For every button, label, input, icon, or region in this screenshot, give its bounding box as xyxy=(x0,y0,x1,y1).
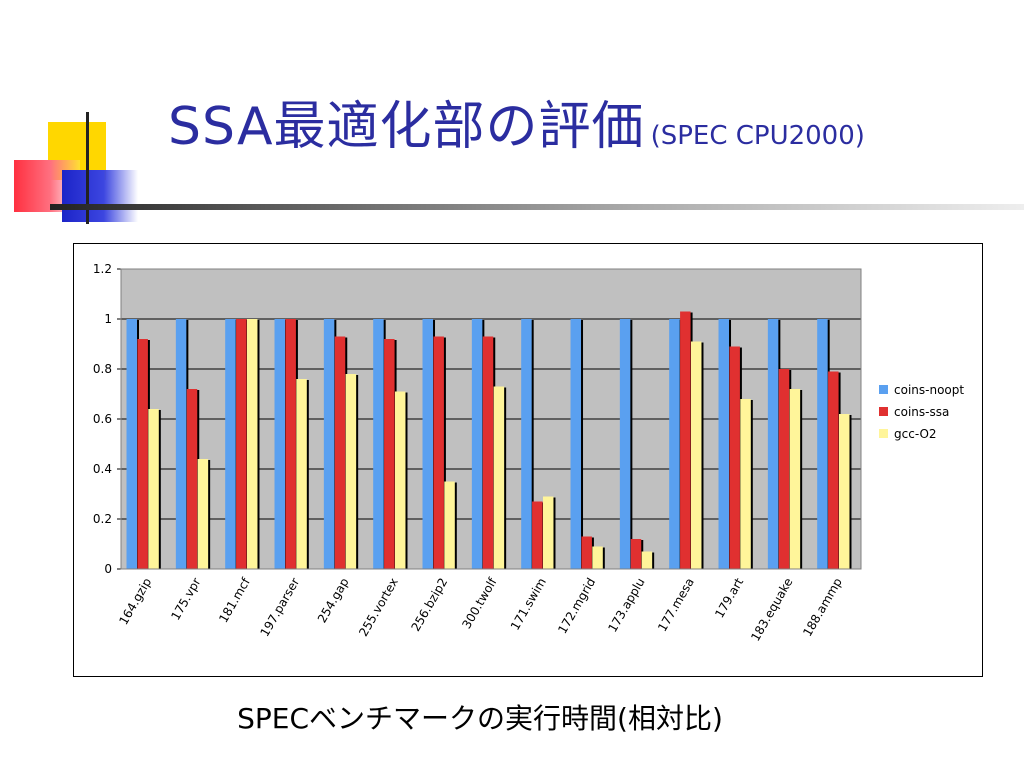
bar-coins-ssa xyxy=(828,371,839,569)
legend-swatch-coins-ssa xyxy=(879,407,888,416)
bar-gcc-O2 xyxy=(444,481,455,569)
legend-swatch-coins-noopt xyxy=(879,385,888,394)
bar-gcc-O2 xyxy=(592,546,603,569)
bar-coins-ssa xyxy=(778,369,790,569)
bar-coins-noopt xyxy=(126,319,138,569)
bar-coins-noopt xyxy=(274,319,286,569)
bar-coins-noopt xyxy=(175,319,187,569)
bar-coins-noopt xyxy=(373,319,384,569)
bar-gcc-O2 xyxy=(838,414,850,569)
bar-coins-ssa xyxy=(433,336,444,569)
x-tick-label: 188.ammp xyxy=(800,576,845,639)
slide-title: SSA最適化部の評価 (SPEC CPU2000) xyxy=(168,84,865,159)
x-tick-label: 172.mgrid xyxy=(555,576,598,637)
bar-coins-ssa xyxy=(236,319,247,569)
bar-coins-noopt xyxy=(669,319,680,569)
bar-gcc-O2 xyxy=(296,379,307,569)
bar-gcc-O2 xyxy=(345,374,357,569)
legend-label-coins-ssa: coins-ssa xyxy=(894,405,949,419)
bar-gcc-O2 xyxy=(148,409,159,569)
bar-coins-ssa xyxy=(482,336,494,569)
bar-gcc-O2 xyxy=(197,459,209,569)
bar-gcc-O2 xyxy=(246,319,258,569)
bar-coins-ssa xyxy=(334,336,346,569)
bar-coins-noopt xyxy=(225,319,236,569)
y-tick-label: 0.8 xyxy=(93,362,112,376)
bar-coins-ssa xyxy=(630,539,642,569)
x-tick-label: 254.gap xyxy=(315,576,352,626)
bar-coins-noopt xyxy=(718,319,730,569)
x-tick-label: 175.vpr xyxy=(168,575,203,622)
x-tick-label: 197.parser xyxy=(258,575,303,639)
y-tick-label: 0.2 xyxy=(93,512,112,526)
bar-gcc-O2 xyxy=(542,496,554,569)
x-tick-label: 300.twolf xyxy=(459,575,500,631)
bar-coins-noopt xyxy=(323,319,335,569)
bar-gcc-O2 xyxy=(740,399,751,569)
bar-coins-ssa xyxy=(581,536,592,569)
bar-coins-noopt xyxy=(767,319,779,569)
bar-coins-ssa xyxy=(285,319,296,569)
legend-label-coins-noopt: coins-noopt xyxy=(894,383,964,397)
legend-swatch-gcc-O2 xyxy=(879,429,888,438)
x-tick-label: 179.art xyxy=(712,575,746,620)
decor-vertical-line xyxy=(86,112,89,224)
y-tick-label: 1.2 xyxy=(93,262,112,276)
x-tick-label: 171.swim xyxy=(508,576,549,633)
y-tick-label: 0.6 xyxy=(93,412,112,426)
bar-gcc-O2 xyxy=(690,341,702,569)
y-tick-label: 0 xyxy=(104,562,112,576)
bar-coins-ssa xyxy=(186,389,198,569)
decor-title-underline xyxy=(50,204,1024,210)
bar-gcc-O2 xyxy=(789,389,801,569)
x-tick-label: 256.bzip2 xyxy=(409,576,451,634)
bar-coins-ssa xyxy=(729,346,740,569)
slide-title-main: SSA最適化部の評価 xyxy=(168,97,645,157)
x-tick-label: 183.equake xyxy=(748,576,795,644)
y-tick-label: 1 xyxy=(104,312,112,326)
bar-coins-ssa xyxy=(384,339,395,569)
bar-coins-noopt xyxy=(521,319,532,569)
bar-coins-noopt xyxy=(570,319,582,569)
slide-title-subtitle: (SPEC CPU2000) xyxy=(650,121,865,151)
bar-coins-noopt xyxy=(619,319,631,569)
slide-caption: SPECベンチマークの実行時間(相対比) xyxy=(237,702,723,735)
x-tick-label: 255.vortex xyxy=(356,576,401,639)
x-tick-label: 173.applu xyxy=(605,576,647,635)
bar-gcc-O2 xyxy=(493,386,505,569)
decor-blue-square xyxy=(62,170,138,222)
chart-frame: 0 0.2 0.4 0.6 0.8 1 1.2 164.gzip 175.vpr 181.mcf 1… xyxy=(73,243,983,677)
bar-coins-noopt xyxy=(471,319,483,569)
bar-coins-ssa xyxy=(680,311,691,569)
x-tick-label: 181.mcf xyxy=(216,575,253,625)
bar-coins-noopt xyxy=(817,319,828,569)
bar-coins-ssa xyxy=(137,339,148,569)
bar-coins-ssa xyxy=(532,501,543,569)
bar-gcc-O2 xyxy=(394,391,406,569)
bar-coins-noopt xyxy=(422,319,434,569)
bar-gcc-O2 xyxy=(641,551,653,569)
legend-label-gcc-O2: gcc-O2 xyxy=(894,427,937,441)
plot-border xyxy=(120,268,862,570)
y-tick-label: 0.4 xyxy=(93,462,112,476)
x-tick-label: 164.gzip xyxy=(116,576,154,628)
x-tick-label: 177.mesa xyxy=(655,576,697,634)
